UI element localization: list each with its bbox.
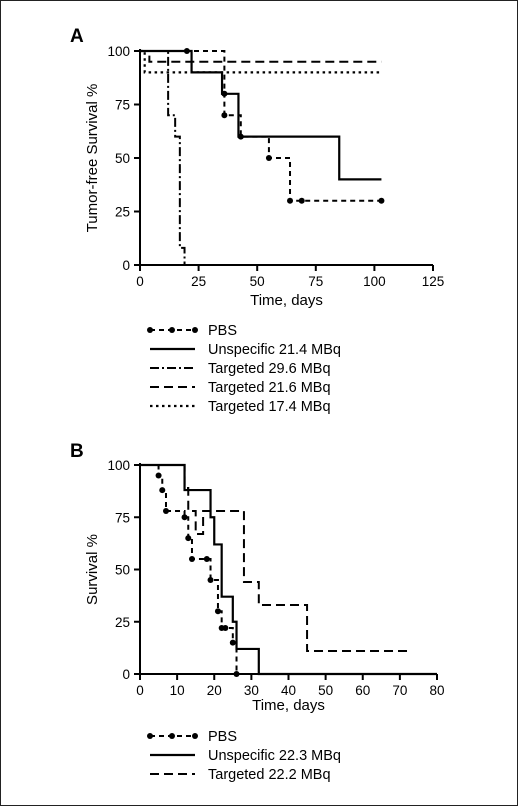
x-tick-label: 70 (392, 683, 407, 698)
x-tick-label: 75 (308, 274, 323, 289)
series-marker (221, 112, 228, 119)
y-tick-label: 75 (115, 98, 130, 113)
y-tick-label: 100 (107, 44, 130, 59)
legend-label: PBS (208, 729, 237, 745)
y-tick-label: 75 (115, 510, 130, 525)
series-marker (287, 197, 294, 204)
y-axis-label: Survival % (84, 534, 101, 605)
legend-label: Unspecific 22.3 MBq (208, 748, 341, 764)
series-marker (229, 639, 236, 646)
legend-label: Targeted 21.6 MBq (208, 380, 331, 396)
series-marker (162, 507, 169, 514)
series-marker (222, 625, 229, 632)
series-marker (203, 556, 210, 563)
legend-marker (192, 733, 198, 739)
x-axis-label: Time, days (250, 292, 323, 309)
legend-marker (147, 733, 153, 739)
series-marker (298, 197, 305, 204)
legend-marker (169, 327, 175, 333)
series-line-4 (140, 49, 382, 74)
series-marker (185, 535, 192, 542)
legend-label: Targeted 22.2 MBq (208, 767, 331, 783)
series-line-1 (140, 463, 437, 676)
x-tick-label: 20 (207, 683, 222, 698)
y-tick-label: 25 (115, 615, 130, 630)
series-line-2 (140, 464, 412, 653)
x-tick-label: 40 (281, 683, 296, 698)
series-line-3 (140, 50, 382, 63)
legend-label: PBS (208, 323, 237, 339)
panel-letter: A (70, 26, 84, 47)
x-tick-label: 50 (250, 274, 265, 289)
legend-marker (192, 327, 198, 333)
legend-marker (169, 733, 175, 739)
x-tick-label: 30 (244, 683, 259, 698)
x-tick-label: 25 (191, 274, 206, 289)
y-tick-label: 0 (122, 667, 130, 682)
series-marker (265, 155, 272, 161)
legend-marker (147, 327, 153, 333)
x-tick-label: 100 (363, 274, 386, 289)
legend-label: Targeted 29.6 MBq (208, 361, 331, 377)
y-axis-label: Tumor-free Survival % (84, 84, 101, 233)
x-tick-label: 10 (170, 683, 185, 698)
y-tick-label: 25 (115, 205, 130, 220)
legend-label: Targeted 17.4 MBq (208, 399, 331, 415)
x-tick-label: 125 (422, 274, 445, 289)
series-marker (181, 514, 188, 521)
series-line-2 (140, 50, 186, 265)
x-tick-label: 60 (355, 683, 370, 698)
series-marker (233, 671, 240, 677)
chart-panel-a: A 0 25 50 75 100 0 25 50 75 100 125 Time, days Tumor-… (70, 26, 444, 415)
y-tick-label: 0 (122, 258, 130, 273)
x-tick-label: 0 (136, 274, 144, 289)
chart-panel-b: B 0 25 50 75 100 0 10 20 30 40 50 60 70 80 Time, days Su… (70, 441, 445, 783)
y-tick-label: 50 (115, 563, 130, 578)
series-marker (188, 556, 195, 563)
legend-label: Unspecific 21.4 MBq (208, 342, 341, 358)
series-marker (155, 472, 162, 479)
panel-letter: B (70, 441, 84, 462)
x-tick-label: 0 (136, 683, 144, 698)
x-axis-label: Time, days (252, 697, 325, 714)
series-marker (207, 576, 214, 583)
series-line-1 (140, 49, 382, 181)
y-tick-label: 50 (115, 151, 130, 166)
series-marker (378, 197, 385, 204)
y-tick-label: 100 (107, 458, 130, 473)
series-marker (159, 487, 166, 494)
series-marker (214, 608, 221, 615)
x-tick-label: 50 (318, 683, 333, 698)
x-tick-label: 80 (429, 683, 444, 698)
